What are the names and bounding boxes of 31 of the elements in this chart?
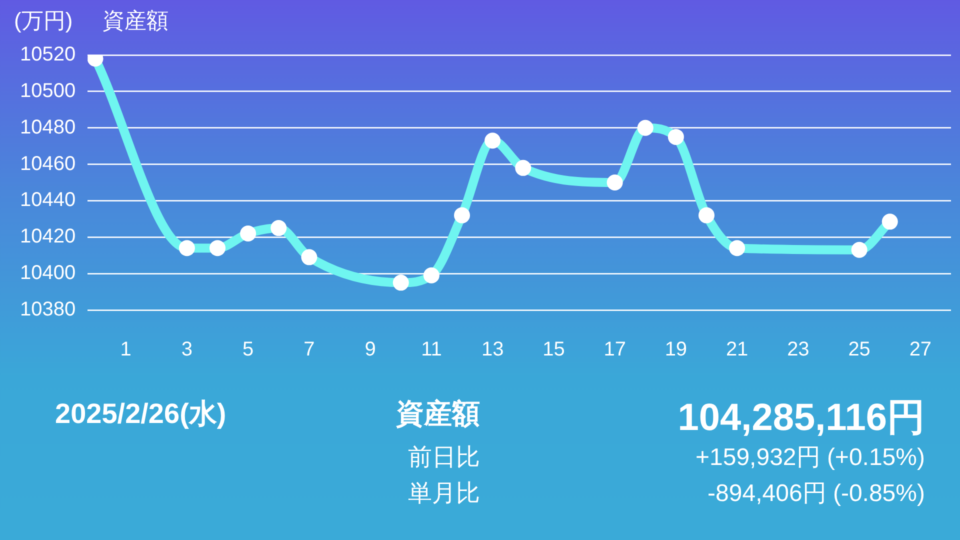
text: 前日比 xyxy=(407,443,480,473)
y-tick-label: 10460 xyxy=(20,152,76,175)
x-tick-label: 19 xyxy=(664,338,688,361)
y-tick-label: 10380 xyxy=(20,298,76,321)
x-tick-label: 3 xyxy=(181,338,193,361)
x-tick-label: 9 xyxy=(364,338,376,361)
x-tick-label: 13 xyxy=(481,338,504,361)
y-tick-label: 10480 xyxy=(20,116,76,138)
text: 2025/2/26(水) xyxy=(55,397,228,431)
x-tick-label: 21 xyxy=(726,338,748,361)
y-tick-label: 10400 xyxy=(20,262,76,284)
x-tick-label: 11 xyxy=(421,338,442,361)
y-tick-label: 10420 xyxy=(20,226,76,248)
x-tick-label: 1 xyxy=(120,338,132,361)
y-tick-label: 10440 xyxy=(20,189,76,212)
chart-title: 資産額 xyxy=(102,7,169,35)
x-tick-label: 5 xyxy=(242,338,254,361)
x-tick-label: 25 xyxy=(848,338,870,361)
y-tick-label: 10500 xyxy=(20,80,76,102)
x-tick-label: 7 xyxy=(304,338,315,361)
x-tick-label: 17 xyxy=(604,338,626,361)
y-tick-label: 10520 xyxy=(20,44,76,66)
x-tick-label: 23 xyxy=(787,338,810,361)
text: 資産額 xyxy=(395,397,480,431)
text: +159,932円 (+0.15%) xyxy=(694,443,925,473)
text: 104,285,116円 xyxy=(676,396,925,440)
y-axis-title: (万円) xyxy=(14,7,73,35)
text: 単月比 xyxy=(407,479,480,509)
x-tick-label: 27 xyxy=(909,338,932,361)
x-tick-label: 15 xyxy=(542,338,565,361)
text: -894,406円 (-0.85%) xyxy=(706,479,925,509)
